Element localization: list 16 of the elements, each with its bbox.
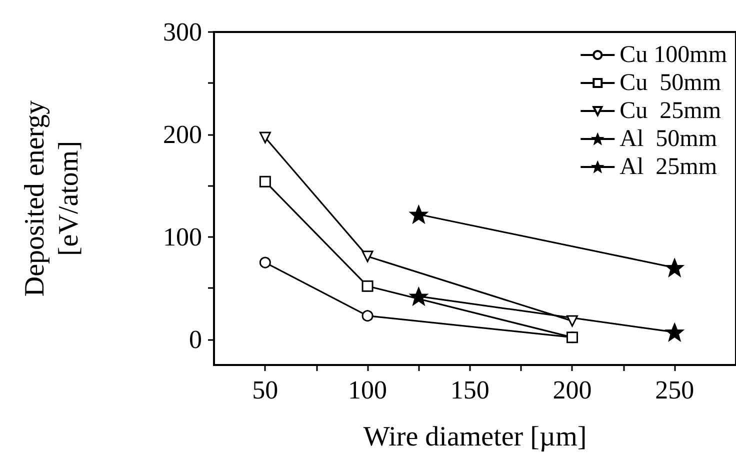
x-tick-label: 50 [252, 376, 278, 404]
y-tick-label: 300 [163, 18, 202, 46]
legend-label: Cu 100mm [620, 42, 728, 68]
x-tick-label: 150 [450, 376, 490, 404]
x-tick-label: 100 [348, 376, 388, 404]
legend-label: Al 25mm [620, 154, 718, 180]
y-axis-title: Deposited energy [eV/atom] [20, 100, 84, 297]
y-tick-label: 200 [163, 120, 202, 149]
x-tick-label: 200 [552, 376, 592, 404]
legend-label: Al 50mm [620, 126, 718, 152]
x-axis-title: Wire diameter [µm] [363, 422, 587, 452]
y-tick-label: 0 [189, 324, 202, 354]
y-tick-label: 100 [163, 222, 202, 252]
legend-label: Cu 50mm [620, 70, 722, 96]
x-tick-label: 250 [655, 376, 694, 404]
legend-label: Cu 25mm [620, 98, 722, 124]
